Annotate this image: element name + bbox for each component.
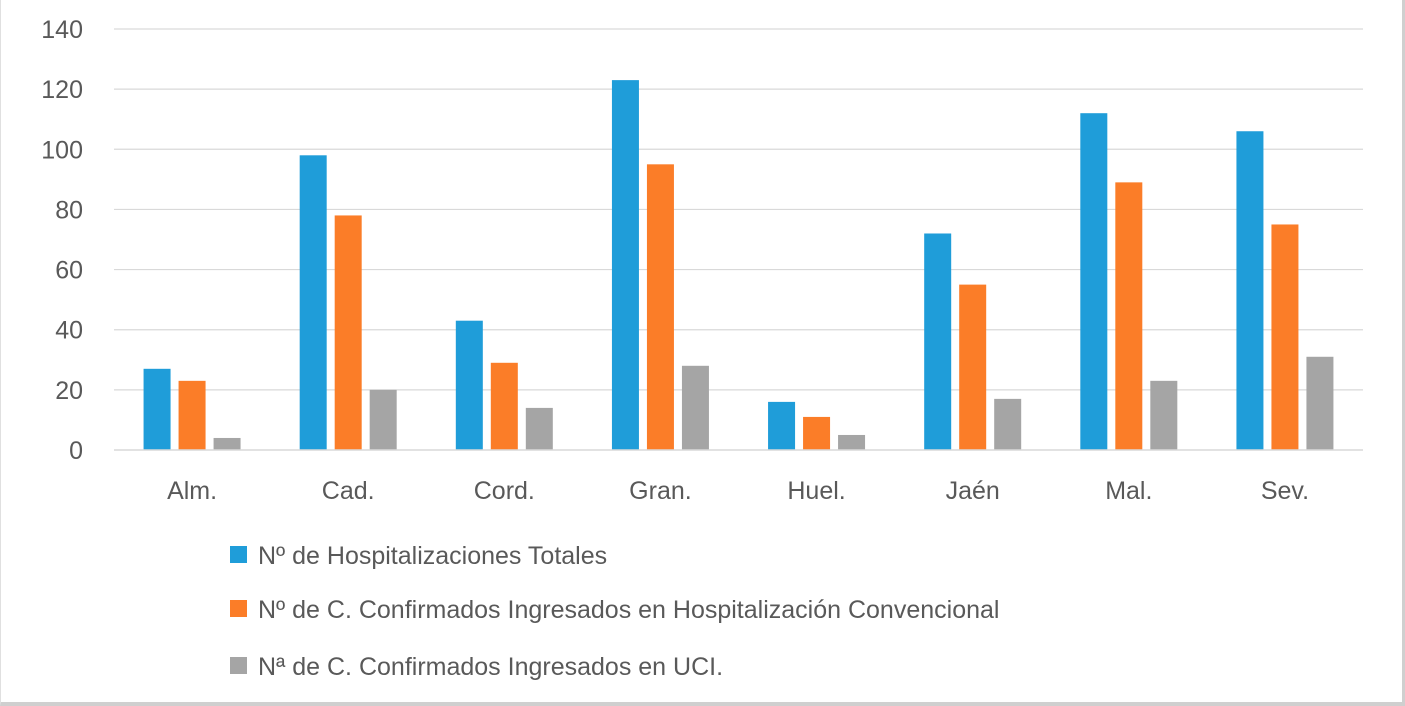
bar-1-cord	[455, 320, 483, 450]
bar-2-cad	[334, 215, 362, 450]
bar-1-mal	[1080, 113, 1108, 450]
legend: Nº de Hospitalizaciones Totales Nº de C. …	[230, 542, 999, 681]
bar-1-sev	[1236, 131, 1264, 450]
bar-1-gran	[611, 80, 639, 450]
y-tick-label: 120	[41, 76, 83, 104]
bar-3-cad	[369, 389, 397, 450]
bar-3-alm	[213, 437, 241, 450]
y-tick-label: 60	[55, 257, 83, 285]
bar-1-alm	[143, 368, 171, 450]
y-tick-label: 40	[55, 317, 83, 345]
y-axis-tick-labels: 0 20 40 60 80 100 120 140	[41, 16, 83, 465]
legend-swatch	[230, 546, 247, 563]
x-category-label: Gran.	[629, 477, 692, 505]
x-category-label: Sev.	[1261, 477, 1309, 505]
bar-2-cord	[490, 362, 518, 450]
x-category-label: Cad.	[322, 477, 375, 505]
legend-label: Nº de Hospitalizaciones Totales	[258, 542, 607, 570]
x-category-label: Alm.	[167, 477, 217, 505]
bar-2-huel	[803, 416, 831, 450]
x-category-label: Cord.	[474, 477, 535, 505]
legend-swatch	[230, 600, 247, 617]
bar-3-huel	[838, 434, 866, 450]
x-category-label: Jaén	[946, 477, 1000, 505]
bar-2-sev	[1271, 224, 1299, 450]
x-category-label: Huel.	[787, 477, 845, 505]
bar-2-gran	[646, 164, 674, 451]
bar-1-cad	[299, 155, 327, 451]
bar-2-jan	[959, 284, 987, 450]
legend-label: Nª de C. Confirmados Ingresados en UCI.	[258, 653, 723, 681]
bar-2-alm	[178, 380, 206, 450]
bar-3-cord	[525, 407, 553, 450]
bar-3-jan	[994, 398, 1022, 450]
y-tick-label: 0	[69, 437, 83, 465]
y-tick-label: 100	[41, 136, 83, 164]
bar-1-jan	[924, 233, 952, 450]
x-category-label: Mal.	[1105, 477, 1152, 505]
bar-3-gran	[681, 365, 709, 450]
bar-3-sev	[1306, 356, 1334, 450]
bar-3-mal	[1150, 380, 1178, 450]
legend-swatch	[230, 657, 247, 674]
bar-2-mal	[1115, 182, 1143, 450]
y-tick-label: 140	[41, 16, 83, 44]
y-tick-label: 20	[55, 377, 83, 405]
y-tick-label: 80	[55, 196, 83, 224]
x-axis-category-labels: Alm. Cad. Cord. Gran. Huel. Jaén Mal. Sev.	[167, 477, 1309, 505]
bar-1-huel	[768, 401, 796, 450]
legend-label: Nº de C. Confirmados Ingresados en Hospi…	[258, 596, 999, 624]
bars	[143, 80, 1334, 451]
